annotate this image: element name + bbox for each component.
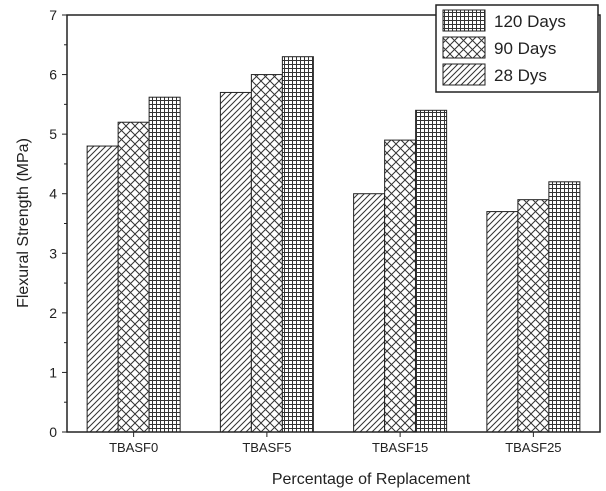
- legend-label: 120 Days: [494, 12, 566, 31]
- bar-tbasf15-28-dys: [353, 193, 386, 433]
- x-axis-label: Percentage of Replacement: [272, 471, 471, 488]
- bar-tbasf25-90-days: [517, 199, 550, 433]
- legend-label: 90 Days: [494, 39, 556, 58]
- y-tick-label: 2: [49, 305, 57, 321]
- y-tick-label: 3: [49, 245, 57, 261]
- bar-tbasf25-120-days: [548, 181, 581, 433]
- y-tick-label: 4: [49, 186, 57, 202]
- axes-layer: TBASF0 TBASF5 TBASF15 TBASF25 0 1 2 3 4 5 6 7: [49, 7, 601, 455]
- bar-tbasf0-90-days: [117, 121, 150, 433]
- y-tick-label: 5: [49, 126, 57, 142]
- bar-tbasf25-28-dys: [486, 211, 519, 433]
- bar-tbasf0-120-days: [148, 96, 181, 433]
- bar-tbasf15-90-days: [384, 139, 417, 433]
- x-tick-label: TBASF0: [109, 440, 158, 455]
- y-tick-label: 1: [49, 364, 57, 380]
- x-tick-label: TBASF25: [505, 440, 561, 455]
- bars-layer: [86, 56, 581, 433]
- bar-tbasf15-120-days: [415, 109, 448, 433]
- y-tick-label: 0: [49, 424, 57, 440]
- bar-tbasf5-90-days: [250, 74, 283, 433]
- bar-tbasf0-28-dys: [86, 145, 119, 433]
- x-tick-label: TBASF15: [372, 440, 428, 455]
- legend: 120 Days 90 Days 28 Dys: [435, 4, 599, 93]
- x-tick-label: TBASF5: [242, 440, 291, 455]
- y-axis-label: Flexural Strength (MPa): [15, 138, 32, 308]
- bar-tbasf5-28-dys: [219, 91, 252, 433]
- legend-swatch-120-days: [442, 9, 486, 32]
- legend-swatch-90-days: [442, 36, 486, 59]
- legend-label: 28 Dys: [494, 66, 547, 85]
- bar-tbasf5-120-days: [281, 56, 314, 433]
- legend-swatch-28-dys: [442, 63, 486, 86]
- y-tick-label: 6: [49, 67, 57, 83]
- y-tick-label: 7: [49, 7, 57, 23]
